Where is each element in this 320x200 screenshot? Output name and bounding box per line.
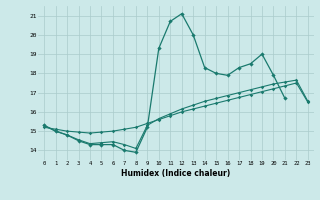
X-axis label: Humidex (Indice chaleur): Humidex (Indice chaleur) [121, 169, 231, 178]
